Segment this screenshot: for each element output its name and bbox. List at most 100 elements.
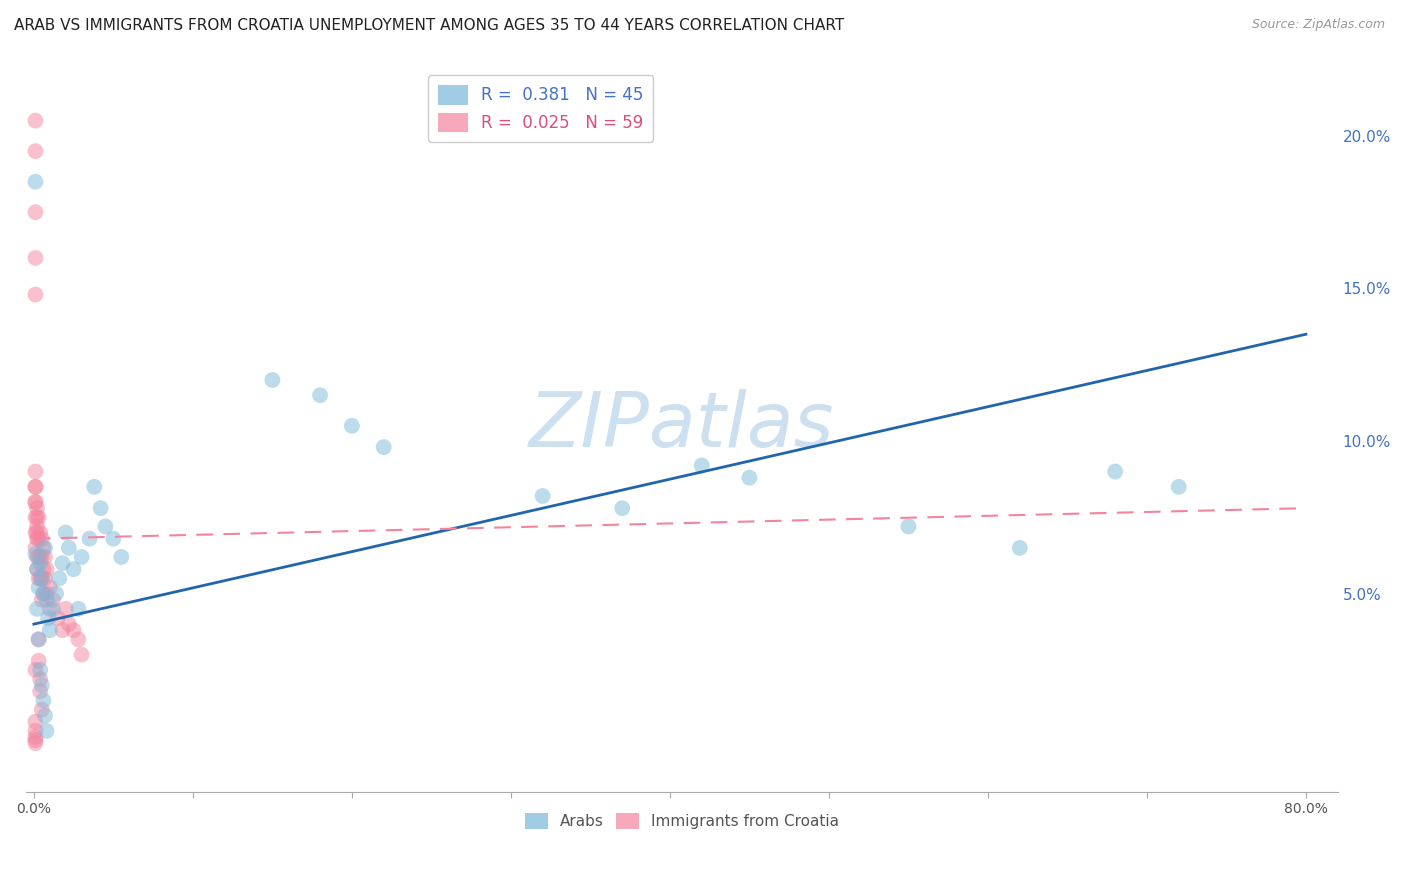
Point	[27, 581, 49, 595]
Point	[51, 556, 73, 570]
Point	[79, 532, 101, 546]
Point	[27, 549, 49, 564]
Point	[30, 571, 52, 585]
Point	[25, 510, 48, 524]
Point	[32, 586, 55, 600]
Point	[51, 624, 73, 638]
Point	[25, 519, 48, 533]
Point	[48, 571, 70, 585]
Point	[32, 693, 55, 707]
Point	[24, 541, 46, 555]
Text: Source: ZipAtlas.com: Source: ZipAtlas.com	[1251, 18, 1385, 31]
Point	[31, 702, 53, 716]
Point	[690, 458, 713, 473]
Point	[31, 592, 53, 607]
Point	[70, 549, 93, 564]
Point	[35, 586, 58, 600]
Point	[1104, 465, 1126, 479]
Point	[25, 562, 48, 576]
Point	[27, 571, 49, 585]
Point	[27, 632, 49, 647]
Point	[30, 556, 52, 570]
Point	[35, 592, 58, 607]
Point	[58, 617, 80, 632]
Point	[46, 611, 69, 625]
Point	[37, 611, 59, 625]
Point	[32, 541, 55, 555]
Point	[31, 532, 53, 546]
Point	[25, 602, 48, 616]
Point	[34, 571, 56, 585]
Point	[31, 571, 53, 585]
Point	[83, 480, 105, 494]
Point	[55, 525, 77, 540]
Point	[25, 525, 48, 540]
Point	[38, 624, 60, 638]
Point	[67, 632, 90, 647]
Text: ZIPatlas: ZIPatlas	[529, 389, 835, 463]
Point	[32, 562, 55, 576]
Point	[27, 632, 49, 647]
Point	[897, 519, 920, 533]
Point	[24, 733, 46, 747]
Point	[70, 648, 93, 662]
Point	[35, 723, 58, 738]
Point	[24, 510, 46, 524]
Point	[262, 373, 284, 387]
Point	[110, 549, 132, 564]
Point	[42, 592, 65, 607]
Point	[34, 541, 56, 555]
Point	[25, 562, 48, 576]
Legend: Arabs, Immigrants from Croatia: Arabs, Immigrants from Croatia	[519, 807, 845, 836]
Point	[38, 602, 60, 616]
Point	[24, 480, 46, 494]
Point	[24, 663, 46, 677]
Point	[24, 287, 46, 301]
Point	[24, 113, 46, 128]
Point	[27, 510, 49, 524]
Point	[24, 730, 46, 744]
Point	[24, 714, 46, 729]
Point	[32, 586, 55, 600]
Point	[531, 489, 554, 503]
Point	[103, 532, 125, 546]
Point	[31, 678, 53, 692]
Point	[62, 562, 84, 576]
Point	[45, 586, 67, 600]
Point	[738, 470, 761, 484]
Point	[30, 672, 52, 686]
Text: ARAB VS IMMIGRANTS FROM CROATIA UNEMPLOYMENT AMONG AGES 35 TO 44 YEARS CORRELATI: ARAB VS IMMIGRANTS FROM CROATIA UNEMPLOY…	[14, 18, 845, 33]
Point	[1167, 480, 1189, 494]
Point	[24, 205, 46, 219]
Point	[30, 549, 52, 564]
Point	[58, 541, 80, 555]
Point	[24, 723, 46, 738]
Point	[25, 549, 48, 564]
Point	[42, 602, 65, 616]
Point	[67, 602, 90, 616]
Point	[55, 602, 77, 616]
Point	[24, 495, 46, 509]
Point	[38, 581, 60, 595]
Point	[35, 562, 58, 576]
Point	[90, 501, 112, 516]
Point	[31, 549, 53, 564]
Point	[340, 418, 363, 433]
Point	[62, 624, 84, 638]
Point	[24, 480, 46, 494]
Point	[30, 525, 52, 540]
Point	[24, 251, 46, 265]
Point	[25, 532, 48, 546]
Point	[24, 465, 46, 479]
Point	[1008, 541, 1031, 555]
Point	[24, 736, 46, 750]
Point	[30, 663, 52, 677]
Point	[309, 388, 332, 402]
Point	[24, 495, 46, 509]
Point	[24, 547, 46, 561]
Point	[612, 501, 634, 516]
Point	[27, 654, 49, 668]
Point	[34, 708, 56, 723]
Point	[34, 549, 56, 564]
Point	[24, 525, 46, 540]
